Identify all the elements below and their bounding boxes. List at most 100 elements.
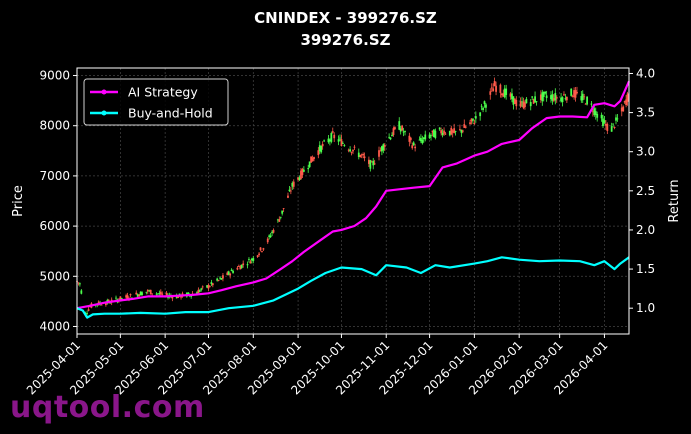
candle-body (552, 98, 555, 101)
candle-body (513, 98, 516, 104)
candle-body (242, 263, 245, 265)
candle-body (327, 138, 330, 143)
candle-body (505, 88, 508, 95)
candle-body (317, 150, 320, 156)
candle-body (473, 123, 476, 125)
candle-body (615, 117, 617, 121)
candle-body (440, 130, 443, 134)
candle-body (580, 96, 583, 101)
candle-body (500, 93, 503, 96)
candle-body (139, 291, 142, 296)
candle-body (146, 289, 149, 292)
candle-body (347, 149, 350, 151)
candle-body (135, 292, 138, 295)
plot-frame (76, 67, 630, 335)
candle-body (291, 182, 294, 187)
candle-body (600, 114, 603, 119)
candle-body (541, 92, 544, 102)
candle-body (136, 294, 139, 297)
candle-body (532, 99, 535, 104)
y-left-axis-label: Price (11, 185, 26, 217)
candle-body (151, 293, 154, 295)
candle-body (483, 101, 486, 104)
candle-body (560, 97, 562, 102)
candle-body (584, 103, 587, 105)
candle-body (209, 286, 211, 288)
candle-body (534, 96, 536, 103)
candle-body (105, 303, 107, 306)
candle-body (217, 280, 220, 281)
candle-body (515, 100, 518, 107)
candle-body (171, 296, 174, 299)
candle-body (350, 151, 353, 153)
candle-body (129, 294, 132, 296)
candle-body (301, 168, 304, 175)
candle-body (219, 277, 221, 279)
candle-body (480, 105, 483, 107)
candle-body (258, 253, 260, 255)
candle-body (249, 261, 252, 264)
candle-body (420, 137, 422, 142)
y-right-tick-label: 1.5 (636, 262, 655, 276)
candle-body (408, 135, 411, 142)
candle-body (297, 177, 299, 180)
candle-body (485, 104, 487, 108)
candle-body (119, 296, 122, 301)
candle-body (157, 293, 159, 295)
candle-body (226, 272, 229, 276)
candle-body (529, 102, 532, 107)
candle-body (464, 126, 467, 128)
candle-body (239, 266, 242, 270)
y-right-tick-label: 1.0 (636, 301, 655, 315)
candle-body (125, 295, 128, 298)
candle-body (392, 128, 395, 135)
candle-body (120, 298, 123, 299)
candle-body (177, 296, 180, 299)
candle-body (581, 93, 584, 101)
candle-body (363, 156, 366, 159)
candle-body (493, 81, 496, 86)
chart-title: CNINDEX - 399276.SZ (254, 9, 437, 27)
candle-body (248, 259, 250, 260)
candle-body (261, 251, 263, 252)
candle-body (331, 131, 334, 133)
y-right-axis-label: Return (667, 179, 682, 222)
candle-body (302, 169, 305, 172)
candle-body (341, 143, 344, 144)
candle-body (287, 195, 289, 198)
candle-body (246, 264, 249, 266)
y-left-tick-label: 8000 (39, 119, 70, 133)
candle-body (561, 97, 564, 103)
candle-body (328, 139, 331, 142)
candle-body (550, 95, 552, 100)
candle-body (454, 131, 457, 132)
candle-body (613, 126, 616, 129)
candle-body (259, 247, 262, 251)
candle-body (622, 106, 625, 112)
candle-body (422, 137, 425, 140)
candle-body (349, 149, 352, 152)
candle-body (216, 278, 219, 281)
candle-body (535, 101, 538, 103)
series-line-ai-strategy (76, 80, 631, 310)
candle-body (197, 289, 200, 294)
candle-body (278, 219, 281, 222)
candle-body (155, 293, 158, 295)
legend: AI Strategy Buy-and-Hold (83, 78, 229, 126)
legend-box (83, 78, 229, 126)
candle-body (292, 181, 295, 187)
y-left-tick-label: 5000 (39, 269, 70, 283)
y-right-tick-label: 2.0 (636, 223, 655, 237)
candle-body (382, 144, 385, 151)
y-right-tick-label: 3.5 (636, 106, 655, 120)
candle-body (237, 266, 240, 267)
candle-body (323, 140, 325, 142)
candle-body (610, 126, 613, 132)
candle-body (438, 127, 441, 130)
candle-body (430, 135, 432, 137)
candle-body (288, 189, 291, 192)
candle-body (230, 269, 233, 272)
candle-body (256, 255, 259, 257)
y-right-tick-label: 2.5 (636, 184, 655, 198)
candle-body (472, 118, 474, 121)
